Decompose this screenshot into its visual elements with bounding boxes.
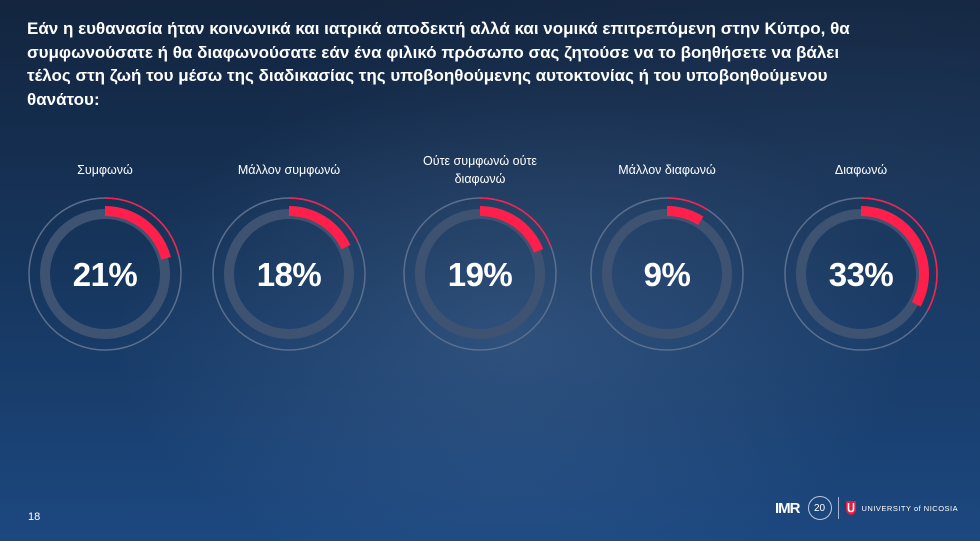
donut-chart	[784, 197, 938, 351]
donut-value-segment	[289, 206, 351, 250]
donut-card-disagree: Διαφωνώ 33%	[781, 152, 941, 382]
donut-value: 9%	[643, 256, 691, 293]
donut-value: 19%	[447, 256, 513, 293]
donut-chart	[212, 197, 366, 351]
donut-value-segment	[105, 206, 171, 260]
donut-label: Μάλλον διαφωνώ	[618, 163, 716, 177]
donut-card-agree: Συμφωνώ 21%	[25, 152, 185, 382]
donut-outer-arc	[479, 197, 552, 247]
donut-outer-arc	[860, 197, 938, 311]
imr-logo: IMR	[775, 499, 800, 517]
donut-chart	[403, 197, 557, 351]
question-title: Εάν η ευθανασία ήταν κοινωνικά και ιατρι…	[27, 19, 850, 109]
page-number: 18	[28, 511, 41, 523]
university-logo-text: UNIVERSITY of NICOSIA	[861, 503, 959, 513]
university-shield-icon	[845, 501, 856, 515]
donut-chart	[590, 197, 744, 351]
donut-value: 33%	[828, 256, 894, 293]
donut-value: 18%	[256, 256, 322, 293]
anniversary-badge: 20	[807, 496, 832, 520]
donut-value-segment	[480, 206, 544, 253]
donut-value: 21%	[72, 256, 138, 293]
donut-label: Διαφωνώ	[834, 163, 888, 177]
donut-card-rather-agree: Μάλλον συμφωνώ 18%	[209, 152, 369, 382]
donut-label: Συμφωνώ	[77, 163, 133, 177]
donut-outer-arc	[288, 197, 359, 242]
donut-value-segment	[667, 206, 704, 226]
donut-card-rather-disagree: Μάλλον διαφωνώ 9%	[587, 152, 747, 382]
donut-label: Μάλλον συμφωνώ	[237, 163, 341, 177]
donut-outer-arc	[666, 197, 709, 211]
donut-label: Ούτε συμφωνώ ούτε διαφωνώ	[423, 154, 537, 186]
donut-outer-arc	[104, 197, 180, 256]
donut-value-segment	[861, 206, 929, 307]
donut-chart	[28, 197, 182, 351]
donut-card-neutral: Ούτε συμφωνώ ούτε διαφωνώ 19%	[400, 152, 560, 382]
footer-logos: IMR 20 UNIVERSITY of NICOSIA	[775, 495, 958, 521]
logo-divider	[837, 497, 839, 519]
